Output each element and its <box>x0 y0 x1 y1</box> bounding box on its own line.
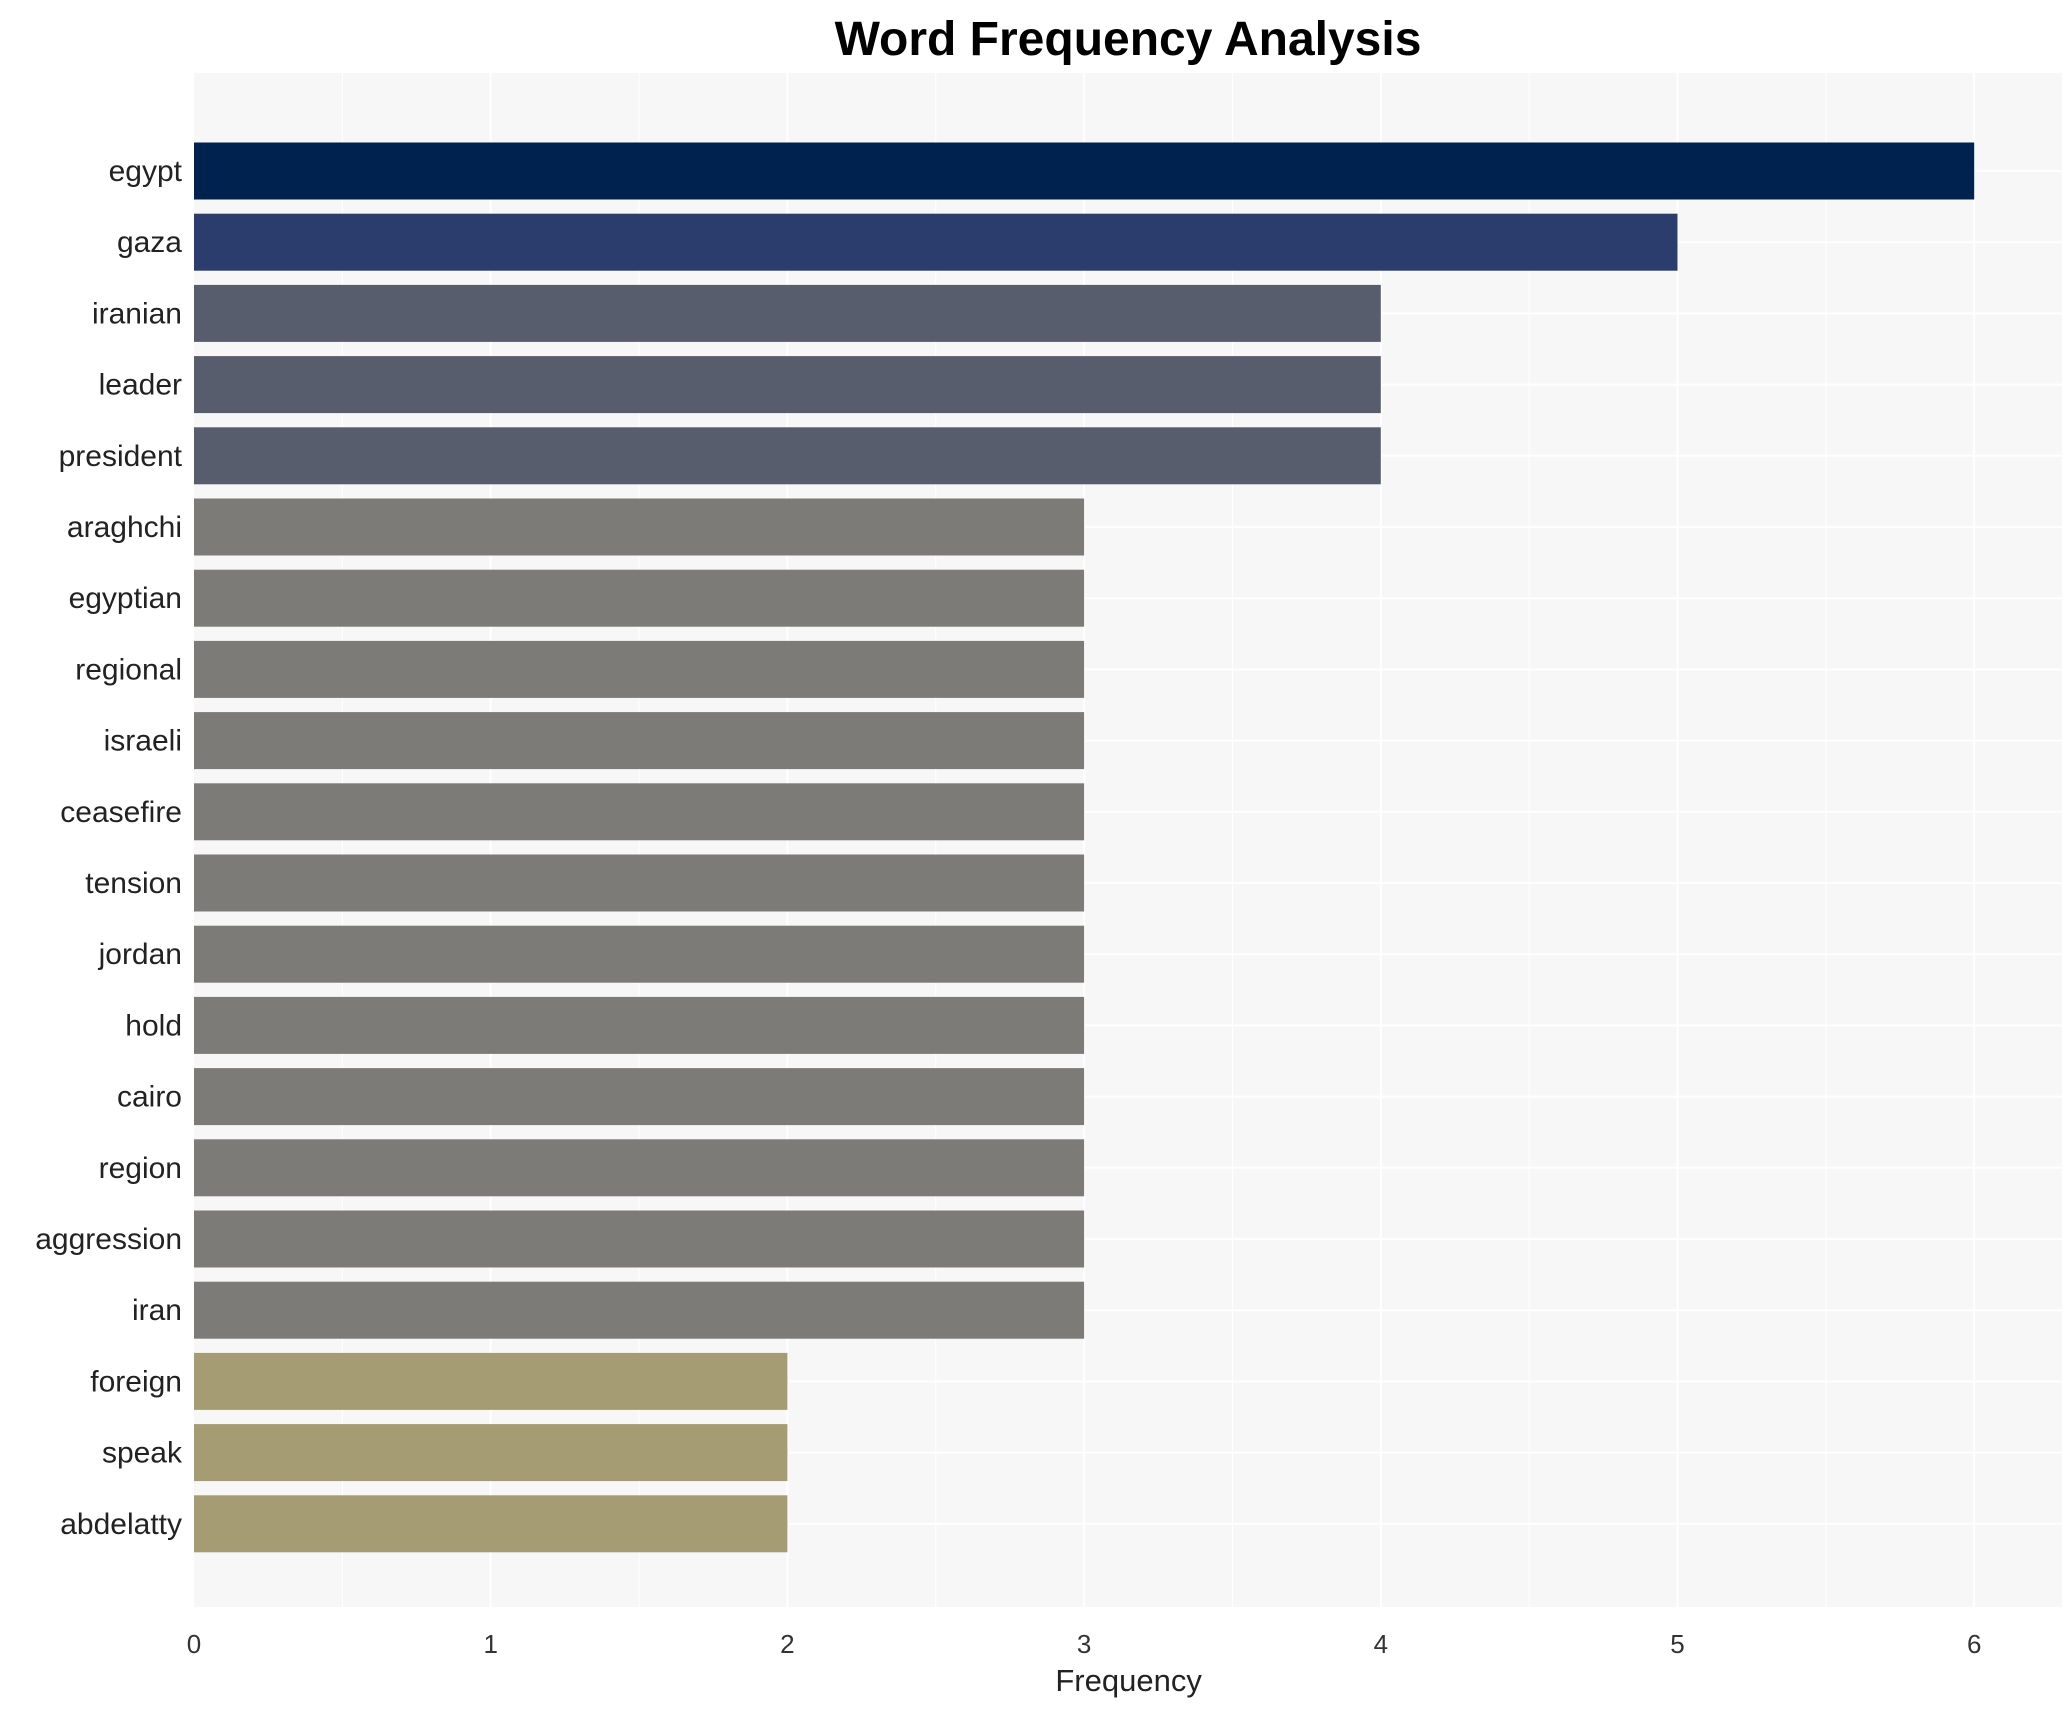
category-label: cairo <box>117 1081 182 1114</box>
category-label: israeli <box>104 725 182 758</box>
bar-foreign <box>194 1352 788 1410</box>
x-axis-title: Frequency <box>1055 1663 1202 1698</box>
bar-israeli <box>194 712 1085 770</box>
bar-abdelatty <box>194 1495 788 1553</box>
bar-leader <box>194 356 1381 414</box>
bar-tension <box>194 854 1085 912</box>
category-label: speak <box>102 1437 183 1470</box>
bar-egyptian <box>194 569 1085 627</box>
category-label: abdelatty <box>60 1508 182 1541</box>
bar-speak <box>194 1424 788 1482</box>
x-tick-label: 0 <box>187 1629 201 1659</box>
category-label: ceasefire <box>60 796 182 829</box>
bar-regional <box>194 640 1085 698</box>
bar-egypt <box>194 142 1975 200</box>
bar-hold <box>194 996 1085 1054</box>
category-label: jordan <box>98 938 182 971</box>
category-label: egyptian <box>69 582 182 615</box>
category-label: araghchi <box>67 511 182 544</box>
category-label: aggression <box>35 1223 182 1256</box>
bar-iranian <box>194 284 1381 342</box>
category-label: president <box>59 440 183 473</box>
bar-jordan <box>194 925 1085 983</box>
bar-ceasefire <box>194 783 1085 841</box>
category-label: iran <box>132 1294 182 1327</box>
category-label: tension <box>85 867 182 900</box>
bar-gaza <box>194 213 1678 271</box>
category-label: foreign <box>90 1365 182 1398</box>
bar-region <box>194 1139 1085 1197</box>
x-tick-label: 1 <box>483 1629 497 1659</box>
category-label: regional <box>75 653 182 686</box>
bar-president <box>194 427 1381 485</box>
bar-iran <box>194 1281 1085 1339</box>
bar-cairo <box>194 1068 1085 1126</box>
bar-araghchi <box>194 498 1085 556</box>
x-tick-label: 3 <box>1077 1629 1091 1659</box>
category-label: hold <box>125 1009 182 1042</box>
chart-title: Word Frequency Analysis <box>834 13 1422 66</box>
category-label: region <box>99 1152 182 1185</box>
bar-aggression <box>194 1210 1085 1268</box>
x-tick-label: 2 <box>780 1629 794 1659</box>
category-label: iranian <box>92 297 182 330</box>
x-tick-label: 4 <box>1374 1629 1388 1659</box>
x-tick-label: 6 <box>1967 1629 1981 1659</box>
category-label: egypt <box>109 155 183 188</box>
category-label: leader <box>99 369 182 402</box>
category-label: gaza <box>117 226 182 259</box>
x-tick-label: 5 <box>1670 1629 1684 1659</box>
